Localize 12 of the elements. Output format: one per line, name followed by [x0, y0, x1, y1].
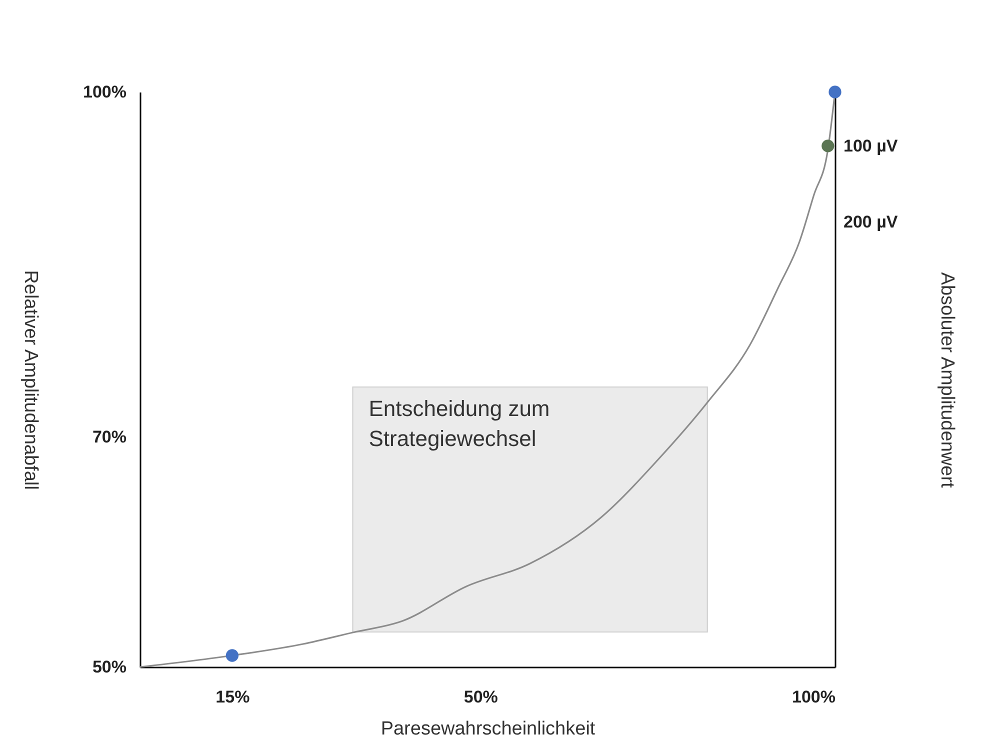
y-axis-title: Relativer Amplitudenabfall: [20, 270, 42, 490]
y2-axis-title: Absoluter Amplitudenwert: [936, 272, 958, 488]
y2-tick-label: 100 µV: [844, 136, 898, 156]
x-tick-label: 50%: [464, 688, 498, 706]
y2-tick-label: 200 µV: [844, 212, 898, 232]
y-tick-label: 50%: [92, 658, 126, 676]
x-tick-label: 15%: [216, 688, 250, 706]
x-tick-label: 100%: [792, 688, 836, 706]
y-tick-label: 70%: [92, 428, 126, 446]
x-axis-title: Paresewahrscheinlichkeit: [380, 718, 596, 740]
band-label: Entscheidung zum Strategiewechsel: [368, 396, 550, 451]
y-tick-label: 100%: [83, 82, 126, 102]
